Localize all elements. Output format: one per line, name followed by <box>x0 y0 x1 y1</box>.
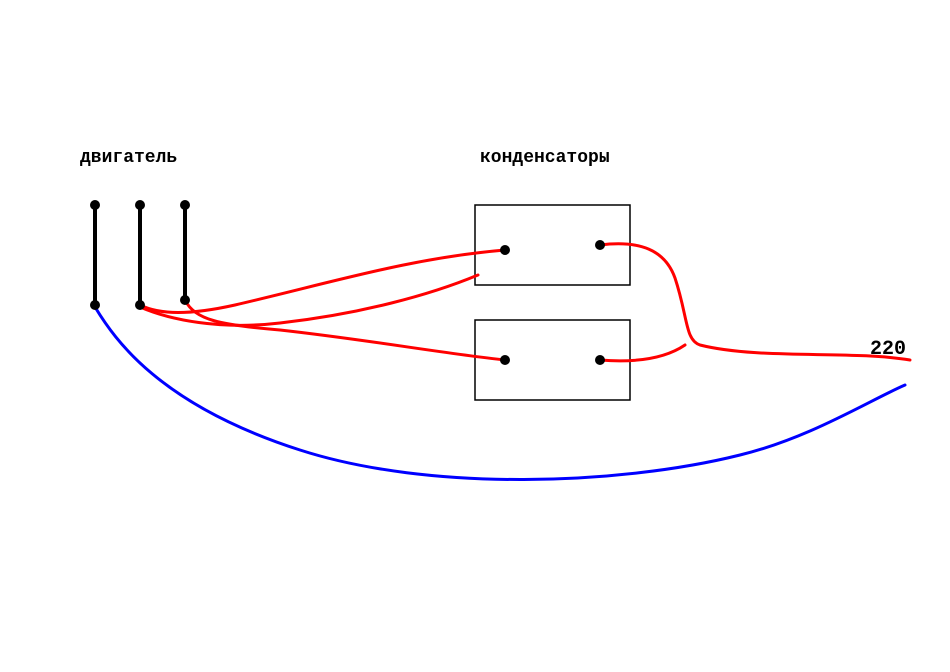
mains-label: 220 <box>870 338 906 361</box>
capacitor-1-right-pin <box>595 240 605 250</box>
motor-terminal-top-dot-3 <box>180 200 190 210</box>
wire-red-2 <box>185 300 505 360</box>
wire-red-1 <box>140 250 505 313</box>
motor-terminal-bottom-dot-2 <box>135 300 145 310</box>
motor-label: двигатель <box>80 148 177 168</box>
capacitor-2-left-pin <box>500 355 510 365</box>
capacitors-label: конденсаторы <box>480 148 610 168</box>
wire-blue-6 <box>95 307 905 480</box>
capacitor-1-left-pin <box>500 245 510 255</box>
wire-red-4 <box>600 244 910 360</box>
motor-terminal-top-dot-1 <box>90 200 100 210</box>
motor-terminal-bottom-dot-1 <box>90 300 100 310</box>
wire-red-5 <box>600 345 685 361</box>
motor-terminal-top-dot-2 <box>135 200 145 210</box>
capacitor-2-right-pin <box>595 355 605 365</box>
wire-red-3 <box>140 275 478 325</box>
motor-terminal-bottom-dot-3 <box>180 295 190 305</box>
